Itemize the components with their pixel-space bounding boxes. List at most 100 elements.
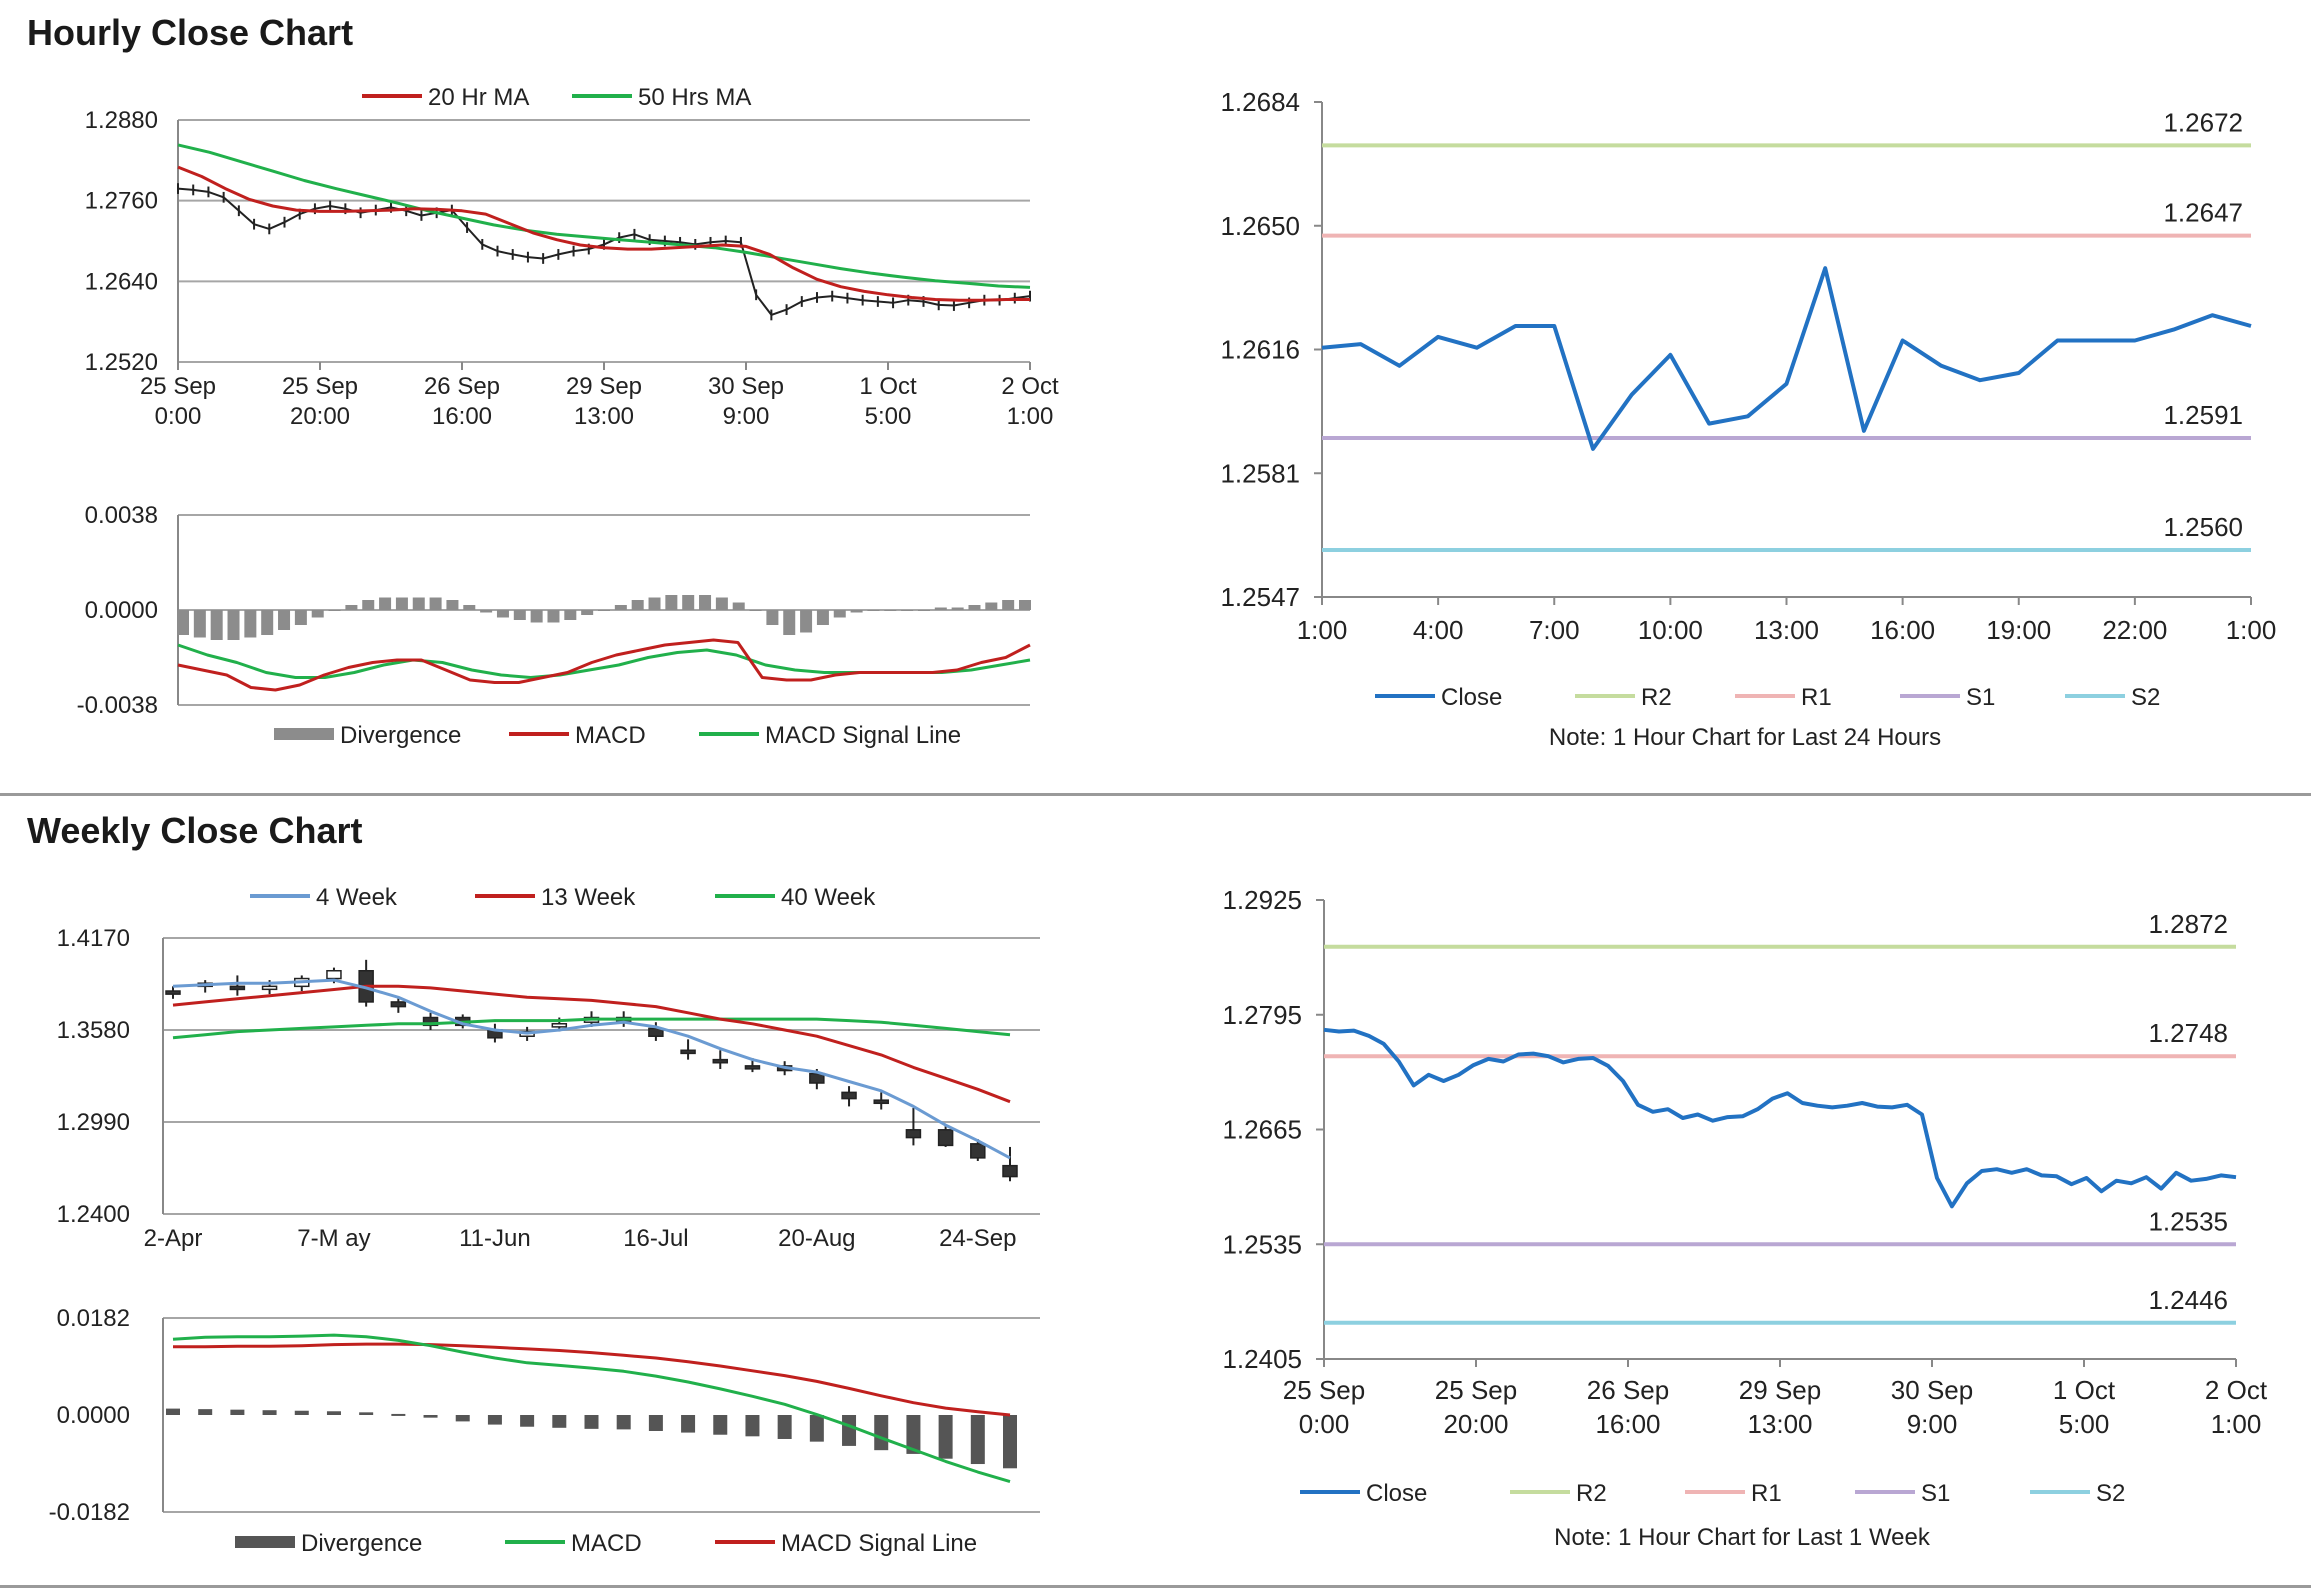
macd-signal-line [173,1342,1011,1417]
candle-body [551,1023,568,1028]
divergence-bar [210,610,223,640]
x-tick-label: 11-Jun [459,1225,531,1252]
x-tick-label: 16-Jul [623,1225,688,1252]
ma20-line [177,165,1030,302]
divergence-bar [938,1415,953,1459]
legend-label-macd: MACD [571,1530,642,1557]
x-tick-label: 1:00 [1297,615,1348,645]
y-tick-label: 1.2581 [1220,458,1300,488]
divergence-bar [429,597,442,610]
y-tick-label: 0.0182 [57,1305,130,1332]
x-tick-label: 10:00 [1638,615,1703,645]
x-tick-label-date: 29 Sep [566,373,642,400]
divergence-bar [552,1415,567,1428]
candle-body [261,985,278,991]
x-tick-label-time: 16:00 [1595,1409,1660,1439]
divergence-bar [395,597,408,610]
y-tick-label: 1.2880 [85,107,158,134]
divergence-bar [648,597,661,610]
divergence-bar [699,595,712,610]
divergence-bar [745,1415,760,1437]
x-tick-label: 7:00 [1529,615,1580,645]
x-tick-label: 2-Apr [144,1225,203,1252]
divergence-bar [513,610,526,620]
candle-body [680,1049,696,1055]
y-tick-label: -0.0038 [77,692,158,719]
y-tick-label: 1.2990 [57,1109,130,1136]
x-tick-label-date: 29 Sep [1739,1375,1821,1405]
divergence-bar [809,1415,824,1442]
x-tick-label: 22:00 [2102,615,2167,645]
x-tick-label-date: 25 Sep [1283,1375,1365,1405]
divergence-bar [749,610,762,611]
legend-label-4-week: 4 Week [316,884,398,911]
level-label-s2: 1.2560 [2163,512,2243,542]
level-label-r2: 1.2872 [2148,909,2228,939]
legend-label-divergence: Divergence [301,1530,422,1557]
legend-label-50-hrs-ma: 50 Hrs MA [638,84,751,111]
y-tick-label: 1.2616 [1220,335,1300,365]
y-tick-label: 1.2665 [1222,1115,1302,1145]
legend-label-13-week: 13 Week [541,884,636,911]
y-tick-label: 1.2547 [1220,582,1300,612]
divergence-bar [423,1415,438,1418]
candle-body [937,1129,954,1147]
divergence-bar [584,1415,599,1429]
x-tick-label-time: 13:00 [1747,1409,1812,1439]
divergence-bar [681,1415,696,1433]
divergence-bar [379,597,392,610]
level-label-s1: 1.2535 [2148,1206,2228,1236]
divergence-bar [665,595,678,610]
x-tick-label: 16:00 [1870,615,1935,645]
x-tick-label-date: 2 Oct [1001,373,1059,400]
divergence-bar [487,1415,502,1425]
candle-body [165,990,181,995]
x-tick-label-date: 1 Oct [2053,1375,2116,1405]
divergence-bar [496,610,509,618]
x-tick-label-time: 5:00 [2059,1409,2110,1439]
divergence-bar [261,610,274,635]
close-line [1323,1027,2237,1209]
divergence-bar [446,600,459,610]
x-tick-label: 19:00 [1986,615,2051,645]
macd-line [172,1333,1011,1484]
x-tick-label: 24-Sep [939,1225,1016,1252]
y-tick-label: 1.2535 [1222,1229,1302,1259]
divergence-bar [520,1415,535,1427]
y-tick-label: 1.2684 [1220,87,1300,117]
macd-line [177,638,1031,692]
divergence-bar [682,595,695,610]
divergence-bar [800,610,813,633]
level-label-r2: 1.2672 [2163,107,2243,137]
wk4-line [172,978,1011,1160]
x-tick-label-date: 25 Sep [140,373,216,400]
divergence-bar [480,610,493,613]
candle-body [841,1091,857,1100]
hourly-ma-chart: 20 Hr MA 50 Hrs MA 1.2880 1.2760 1.2640 1.252… [77,84,1059,749]
divergence-bar [359,1412,374,1415]
divergence-bar [951,607,964,610]
x-tick-label-date: 25 Sep [282,373,358,400]
legend-swatch-divergence [235,1536,295,1548]
divergence-bar [850,610,863,613]
x-tick-label-time: 0:00 [155,403,202,430]
x-tick-label-time: 9:00 [1907,1409,1958,1439]
divergence-bar [598,610,610,611]
divergence-bar [198,1409,213,1415]
divergence-bar [1019,600,1031,610]
y-tick-label: 1.2925 [1222,885,1302,915]
divergence-bar [166,1408,180,1415]
candle-body [873,1099,889,1105]
divergence-bar [648,1415,663,1431]
x-tick-label-date: 30 Sep [708,373,784,400]
section-divider [0,793,2311,796]
legend-label-macd: MACD [575,722,646,749]
legend-swatch-divergence [274,728,334,740]
level-label-r1: 1.2748 [2148,1018,2228,1048]
candle-body [970,1143,986,1159]
legend-label-s2: S2 [2131,684,2160,711]
divergence-bar [968,605,981,610]
divergence-bar [227,610,240,640]
y-tick-label: 1.2405 [1222,1344,1302,1374]
